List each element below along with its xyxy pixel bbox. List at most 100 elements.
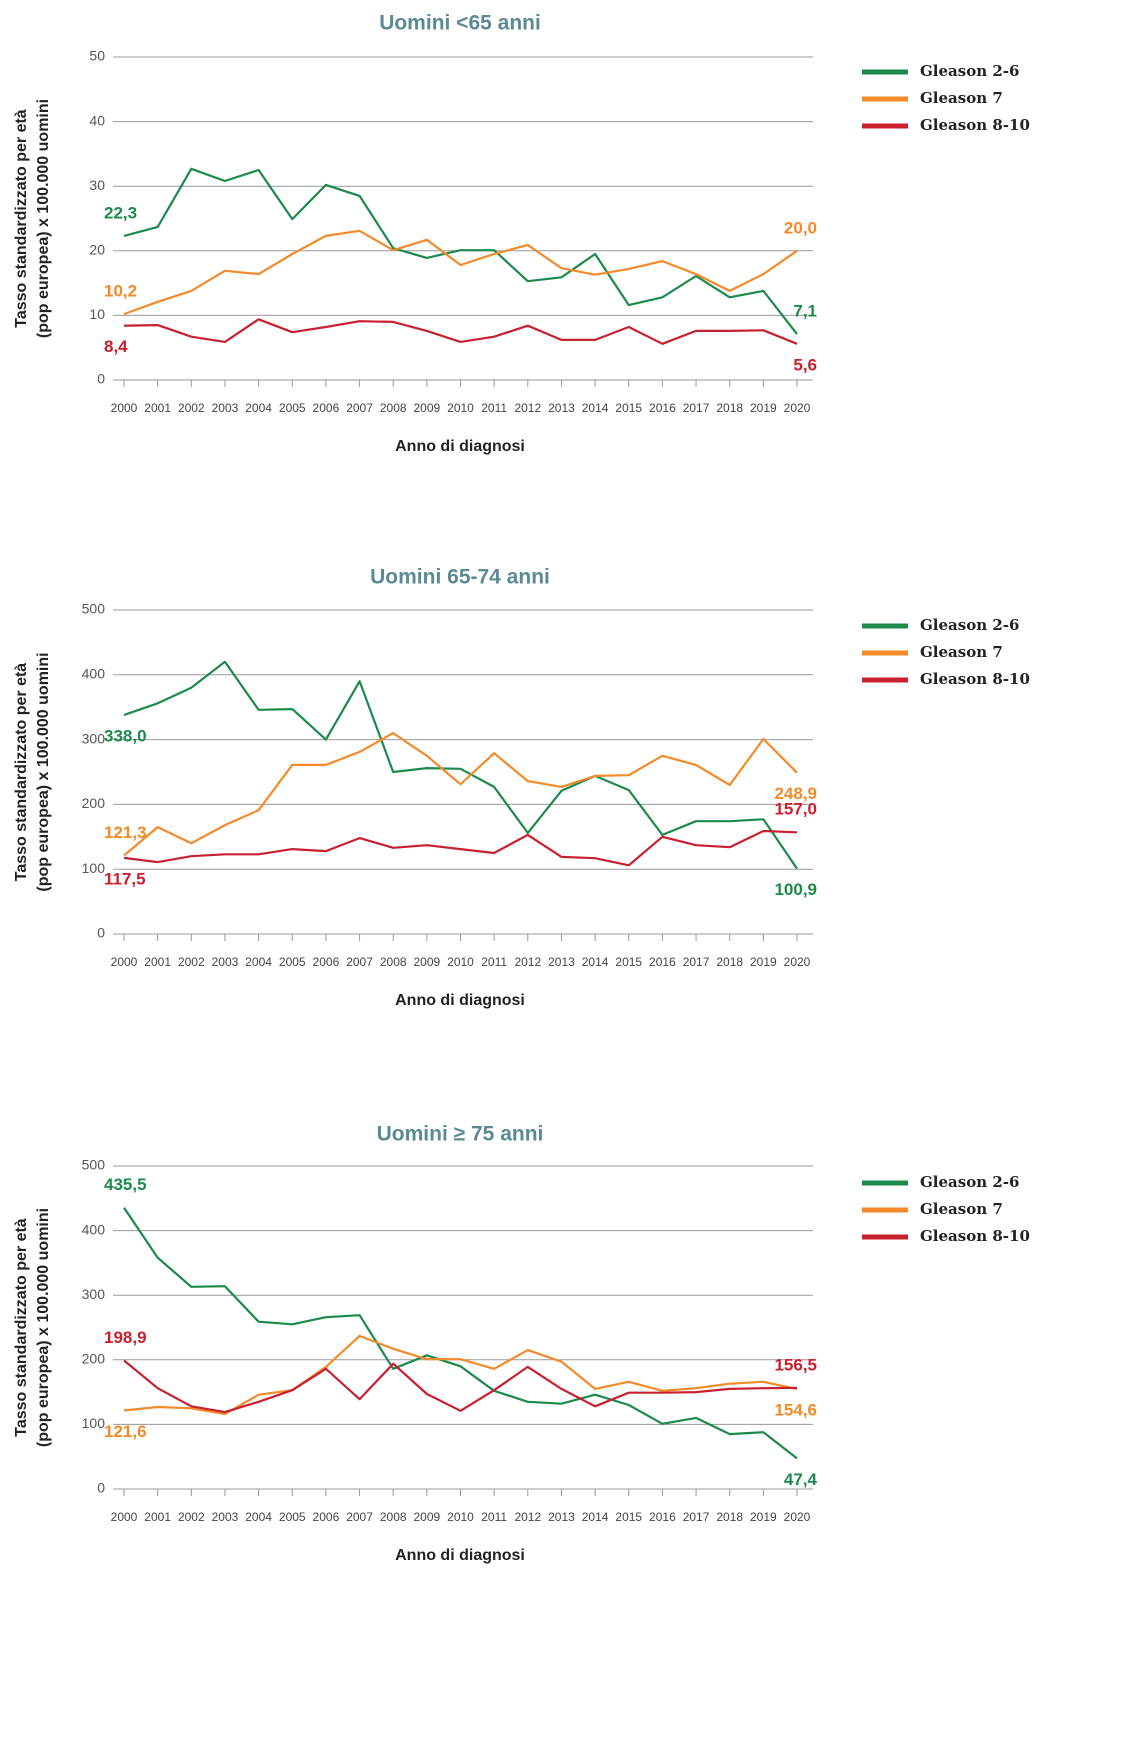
x-tick-label: 2020	[784, 1510, 811, 1524]
x-tick-label: 2002	[178, 955, 205, 969]
x-tick-label: 2018	[716, 1510, 743, 1524]
x-tick-label: 2008	[380, 401, 407, 415]
value-label: 10,2	[104, 282, 137, 301]
legend-label: Gleason 2-6	[920, 616, 1019, 634]
x-tick-label: 2017	[683, 955, 710, 969]
x-tick-label: 2019	[750, 401, 777, 415]
x-tick-label: 2000	[111, 955, 138, 969]
x-tick-label: 2014	[582, 1510, 609, 1524]
x-tick-label: 2006	[313, 1510, 340, 1524]
x-tick-label: 2008	[380, 955, 407, 969]
x-tick-label: 2008	[380, 1510, 407, 1524]
legend-label: Gleason 7	[920, 89, 1003, 107]
x-tick-label: 2014	[582, 401, 609, 415]
x-tick-label: 2007	[346, 955, 373, 969]
x-tick-label: 2003	[212, 1510, 239, 1524]
x-tick-label: 2017	[683, 1510, 710, 1524]
x-tick-label: 2016	[649, 955, 676, 969]
x-tick-label: 2017	[683, 401, 710, 415]
x-tick-label: 2007	[346, 401, 373, 415]
x-tick-label: 2004	[245, 401, 272, 415]
x-tick-label: 2012	[514, 1510, 541, 1524]
value-label: 47,4	[784, 1470, 818, 1489]
y-axis-label: (pop europea) x 100.000 uomini	[35, 99, 52, 338]
y-axis-label: Tasso standardizzato per età	[13, 1218, 30, 1437]
x-tick-label: 2011	[481, 401, 507, 415]
x-axis-label: Anno di diagnosi	[395, 438, 525, 455]
subchart: Uomini ≥ 75 anni 0 100 200 300 400 500 2000 2001…	[13, 1123, 1030, 1565]
y-tick-label: 40	[89, 112, 105, 128]
value-label: 154,6	[774, 1401, 817, 1420]
x-tick-label: 2016	[649, 1510, 676, 1524]
series-line	[123, 318, 798, 345]
x-tick-label: 2012	[514, 955, 541, 969]
x-tick-label: 2003	[212, 955, 239, 969]
value-label: 121,6	[104, 1422, 147, 1441]
x-tick-label: 2013	[548, 1510, 575, 1524]
y-tick-label: 500	[82, 601, 106, 617]
y-tick-label: 10	[89, 306, 105, 322]
y-tick-label: 0	[97, 925, 105, 941]
y-axis-label: Tasso standardizzato per età	[13, 663, 30, 882]
legend-label: Gleason 7	[920, 1200, 1003, 1218]
y-tick-label: 200	[82, 795, 106, 811]
series-line	[123, 829, 798, 867]
y-axis-label: (pop europea) x 100.000 uomini	[35, 652, 52, 891]
value-label: 117,5	[104, 869, 146, 888]
subchart: Uomini <65 anni 0 10 20 30 40 50 2000 2001 2002 20…	[13, 12, 1030, 456]
x-tick-label: 2016	[649, 401, 676, 415]
value-label: 20,0	[784, 218, 817, 237]
x-tick-label: 2005	[279, 401, 306, 415]
series-line	[123, 229, 798, 316]
x-tick-label: 2009	[413, 1510, 440, 1524]
x-tick-label: 2000	[111, 401, 138, 415]
x-tick-label: 2020	[784, 955, 811, 969]
legend-label: Gleason 8-10	[920, 1227, 1030, 1245]
x-tick-label: 2009	[413, 401, 440, 415]
y-tick-label: 200	[82, 1351, 106, 1367]
y-tick-label: 20	[89, 242, 105, 258]
x-tick-label: 2006	[313, 401, 340, 415]
value-label: 5,6	[793, 355, 817, 374]
value-label: 121,3	[104, 823, 147, 842]
value-label: 338,0	[104, 726, 147, 745]
value-label: 7,1	[793, 302, 817, 321]
x-tick-label: 2010	[447, 1510, 474, 1524]
legend-label: Gleason 7	[920, 643, 1003, 661]
x-tick-label: 2001	[144, 1510, 171, 1524]
x-tick-label: 2005	[279, 955, 306, 969]
value-label: 157,0	[774, 800, 817, 819]
x-tick-label: 2004	[245, 955, 272, 969]
x-tick-label: 2004	[245, 1510, 272, 1524]
x-axis-label: Anno di diagnosi	[395, 992, 525, 1009]
x-tick-label: 2002	[178, 401, 205, 415]
value-label: 22,3	[104, 203, 137, 222]
x-tick-label: 2015	[615, 401, 642, 415]
y-tick-label: 100	[82, 1415, 106, 1431]
x-tick-label: 2010	[447, 401, 474, 415]
legend-label: Gleason 2-6	[920, 62, 1019, 80]
value-label: 100,9	[774, 880, 817, 899]
subchart: Uomini 65-74 anni 0 100 200 300 400 500 2000 200…	[13, 566, 1030, 1010]
chart-title: Uomini ≥ 75 anni	[377, 1123, 544, 1146]
x-tick-label: 2003	[212, 401, 239, 415]
y-tick-label: 50	[89, 48, 105, 64]
x-tick-label: 2011	[481, 1510, 507, 1524]
series-line	[123, 1359, 798, 1414]
value-label: 156,5	[774, 1355, 817, 1374]
x-tick-label: 2005	[279, 1510, 306, 1524]
y-tick-label: 0	[97, 1480, 105, 1496]
legend-label: Gleason 8-10	[920, 670, 1030, 688]
value-label: 248,9	[774, 784, 817, 803]
x-tick-label: 2015	[615, 955, 642, 969]
y-tick-label: 400	[82, 666, 106, 682]
y-tick-label: 30	[89, 177, 105, 193]
series-line	[123, 731, 798, 857]
x-tick-label: 2019	[750, 955, 777, 969]
y-tick-label: 300	[82, 730, 106, 746]
y-tick-label: 0	[97, 371, 105, 387]
x-tick-label: 2020	[784, 401, 811, 415]
x-tick-label: 2018	[716, 955, 743, 969]
chart-title: Uomini <65 anni	[379, 12, 541, 35]
